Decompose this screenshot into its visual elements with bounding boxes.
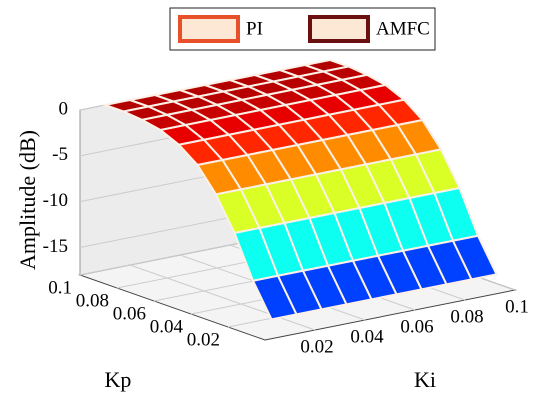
kp-tick-label: 0.06	[113, 303, 146, 324]
legend-label: PI	[246, 18, 263, 39]
z-tick-label: -15	[43, 236, 68, 257]
legend-swatch	[308, 15, 370, 43]
ki-tick-label: 0.08	[450, 306, 483, 327]
grid-line	[129, 264, 316, 331]
kp-tick-label: 0.1	[48, 277, 72, 298]
legend: PI AMFC	[169, 7, 436, 51]
legend-label: AMFC	[376, 18, 430, 39]
kp-tick-label: 0.02	[187, 329, 220, 350]
surface	[101, 58, 498, 321]
legend-swatch	[178, 15, 240, 43]
kp-tick-label: 0.04	[150, 316, 184, 337]
ki-tick-label: 0.04	[350, 326, 384, 347]
surface-cell	[451, 234, 498, 281]
kp-tick-label: 0.08	[76, 290, 109, 311]
ki-tick-label: 0.02	[300, 336, 333, 357]
z-axis-label: Amplitude (dB)	[15, 130, 40, 270]
kp-axis-label: Kp	[105, 367, 132, 392]
ki-axis-label: Ki	[414, 367, 436, 392]
ki-tick-label: 0.1	[505, 296, 529, 317]
z-tick-label: -5	[52, 144, 68, 165]
ki-tick-label: 0.06	[400, 316, 433, 337]
z-tick-label: 0	[59, 98, 69, 119]
axis-labels: Amplitude (dB) Kp Ki	[15, 130, 436, 392]
z-tick-label: -10	[43, 190, 68, 211]
